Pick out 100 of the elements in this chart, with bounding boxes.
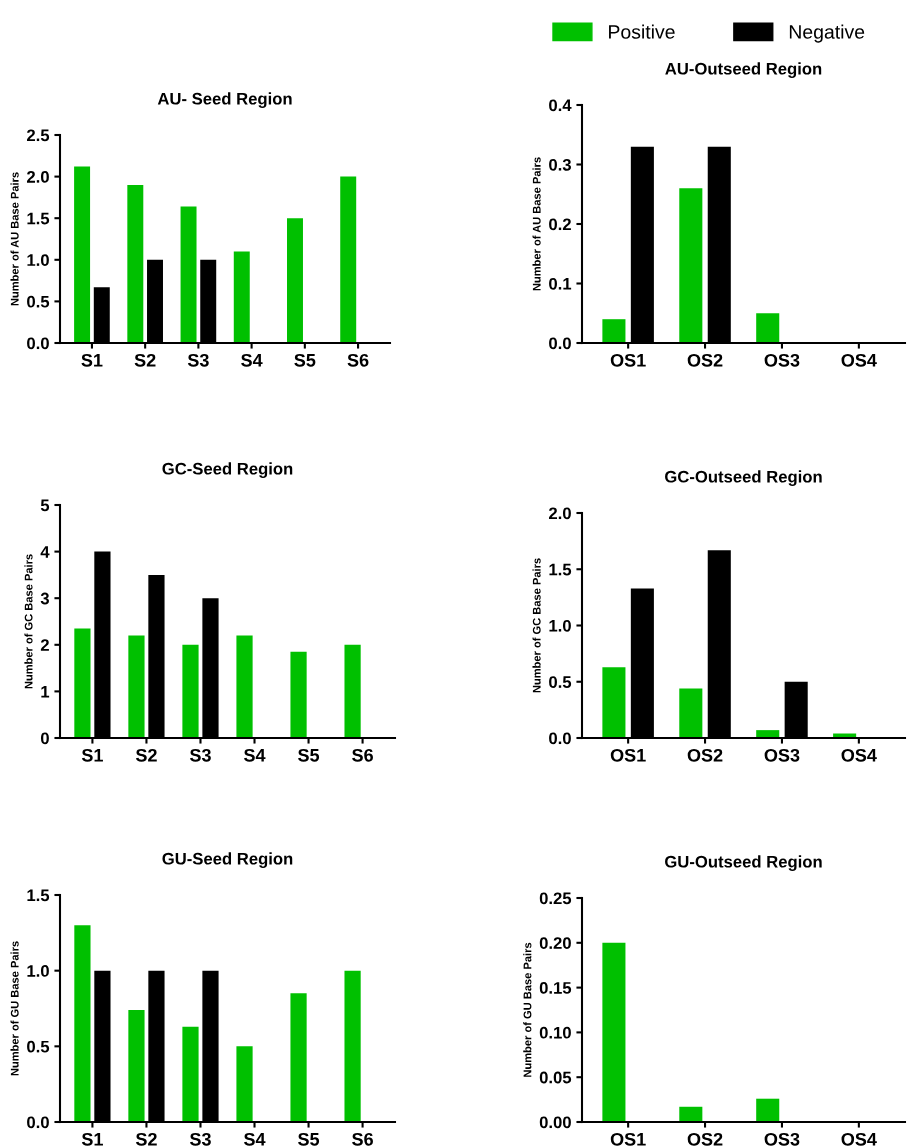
chart-title: AU-Outseed Region [665, 62, 822, 78]
x-tick-label: S6 [347, 353, 369, 367]
y-axis-title: Number of AU Base Pairs [532, 157, 541, 291]
bar [679, 1106, 703, 1122]
x-tick-label: OS4 [841, 748, 877, 762]
bar [74, 166, 91, 343]
y-axis-title: Number of GU Base Pairs [10, 941, 19, 1076]
y-tick-label: 1.0 [27, 254, 49, 266]
x-tick-label: S2 [135, 748, 157, 762]
y-tick-label: 1.5 [549, 563, 572, 576]
chart-title: GC-Seed Region [162, 462, 293, 478]
bar [127, 184, 144, 343]
chart-title: GC-Outseed Region [665, 470, 822, 486]
legend-label: Negative [789, 24, 865, 43]
y-tick-label: 2.0 [548, 507, 571, 520]
legend-label: Positive [609, 24, 675, 39]
bar [679, 688, 703, 738]
y-tick-label: 0.3 [549, 158, 571, 171]
y-tick-label: 2.0 [26, 171, 49, 183]
x-tick-label: S4 [241, 353, 263, 367]
x-tick-label: OS3 [764, 353, 800, 367]
bar [74, 628, 91, 738]
x-tick-label: OS1 [610, 1132, 646, 1146]
bar [74, 925, 91, 1122]
y-tick-label: 2.5 [26, 129, 50, 142]
y-tick-label: 0.00 [539, 1116, 571, 1129]
y-tick-label: 1.0 [549, 619, 571, 632]
bar [236, 1046, 253, 1122]
chart-title: GU-Seed Region [162, 852, 293, 868]
bar [602, 667, 626, 738]
bar [602, 942, 626, 1122]
bar [287, 218, 303, 343]
bar [128, 635, 145, 738]
x-tick-label: S1 [81, 353, 103, 367]
y-tick-label: 0.0 [27, 1116, 49, 1129]
y-tick-label: 2 [40, 639, 49, 651]
x-tick-label: S3 [189, 1132, 211, 1146]
y-axis-title: Number of GC Base Pairs [24, 554, 33, 689]
bar [756, 1098, 780, 1122]
x-tick-label: OS2 [687, 1132, 723, 1146]
bar [233, 251, 250, 343]
y-tick-label: 0.2 [549, 218, 571, 231]
y-tick-label: 0.0 [549, 337, 571, 350]
bar [236, 635, 253, 738]
x-tick-label: S2 [134, 353, 156, 367]
chart-title: GU-Outseed Region [665, 855, 822, 871]
bar [756, 313, 780, 343]
bar [128, 1010, 145, 1122]
x-tick-label: S5 [294, 353, 316, 367]
y-tick-label: 1.5 [27, 889, 50, 902]
y-tick-label: 1 [41, 685, 50, 698]
y-tick-label: 5 [40, 499, 50, 512]
bar [344, 644, 361, 738]
x-tick-label: S5 [298, 1132, 320, 1146]
x-tick-label: OS2 [687, 353, 723, 367]
x-tick-label: S6 [352, 1132, 373, 1146]
x-tick-label: OS1 [610, 353, 646, 367]
x-tick-label: S4 [243, 748, 266, 762]
x-tick-label: S3 [187, 353, 209, 367]
y-tick-label: 0.5 [549, 676, 572, 688]
bar [182, 644, 199, 738]
y-tick-label: 1.0 [27, 965, 49, 977]
y-tick-label: 0.10 [539, 1026, 571, 1039]
x-tick-label: OS3 [764, 748, 800, 762]
y-tick-label: 0.1 [549, 277, 572, 290]
x-tick-label: OS4 [841, 1132, 877, 1146]
bar [182, 1026, 199, 1122]
bar [180, 206, 197, 343]
x-tick-label: S2 [135, 1132, 157, 1146]
bar [290, 651, 307, 738]
y-tick-label: 0.0 [27, 337, 49, 350]
x-tick-label: OS1 [610, 748, 646, 762]
x-tick-label: S5 [298, 748, 320, 762]
y-tick-label: 0 [40, 732, 49, 745]
y-tick-label: 1.5 [27, 212, 50, 225]
y-tick-label: 0.25 [539, 892, 572, 905]
y-tick-label: 0.0 [549, 732, 571, 745]
y-tick-label: 0.20 [539, 937, 571, 949]
y-tick-label: 0.5 [27, 1040, 50, 1053]
x-tick-label: S1 [81, 1132, 103, 1146]
chart-title: AU- Seed Region [157, 92, 292, 108]
bar [602, 319, 626, 343]
bar [344, 970, 361, 1122]
y-axis-title: Number of AU Base Pairs [10, 172, 19, 306]
x-tick-label: S3 [189, 748, 211, 762]
x-tick-label: S4 [243, 1132, 266, 1146]
y-tick-label: 4 [40, 546, 50, 558]
y-tick-label: 0.05 [539, 1071, 572, 1084]
x-tick-label: S6 [352, 748, 373, 762]
x-tick-label: OS3 [764, 1132, 800, 1146]
x-tick-label: OS2 [687, 748, 723, 762]
bar [290, 993, 307, 1122]
bar [340, 176, 357, 343]
y-tick-label: 0.15 [539, 982, 572, 994]
y-axis-title: Number of GC Base Pairs [532, 558, 541, 693]
x-tick-label: OS4 [841, 353, 877, 367]
y-tick-label: 0.5 [27, 295, 50, 308]
bar [679, 188, 703, 343]
y-axis-title: Number of GU Base Pairs [523, 942, 532, 1077]
y-tick-label: 3 [40, 592, 49, 605]
